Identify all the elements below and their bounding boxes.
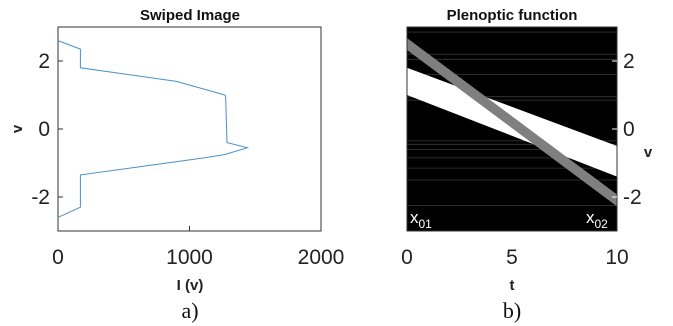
panel-b-ylabel: v [644,144,653,161]
panel-a-axes-box [57,26,322,232]
panel-a-ylabel: v [9,124,26,133]
panel-a-xtick-label: 1000 [166,246,213,269]
panel-a-xtick-label: 0 [52,246,64,269]
panel-a-xtick-label: 2000 [298,246,345,269]
panel-b-ytick-label: -2 [623,186,642,209]
panel-b-xlabel: t [510,277,515,294]
panel-a-ticks: 0 1000 2000 -2 0 2 [31,50,344,269]
panel-b-xtick-label: 0 [401,246,413,269]
corner-label-x02: x02 [586,208,608,231]
panel-a-title: Swiped Image [140,7,240,24]
panel-b: Plenoptic function 0 5 10-202 x01 x02 t v … [401,7,653,323]
panel-b-caption: b) [503,298,521,323]
panel-b-xtick-label: 5 [506,246,518,269]
panel-a-xlabel: I (v) [177,277,204,294]
swiped-image-line [57,40,250,218]
panel-a-ytick-label: -2 [31,186,50,209]
panel-a-caption: a) [181,298,198,323]
panel-a-ytick-label: 0 [38,118,50,141]
panel-a: Swiped Image 0 1000 2000 -2 0 2 I (v) v a) [9,7,344,323]
panel-b-xtick-label: 10 [605,246,628,269]
panel-b-ytick-label: 0 [623,118,635,141]
panel-b-title: Plenoptic function [447,7,578,24]
panel-b-ticks: 0 5 10 -2 0 2 [401,50,642,269]
gray-band [407,38,617,207]
panel-a-ytick-label: 2 [38,50,50,73]
panel-b-ytick-label: 2 [623,50,635,73]
corner-label-x01: x01 [410,208,432,231]
